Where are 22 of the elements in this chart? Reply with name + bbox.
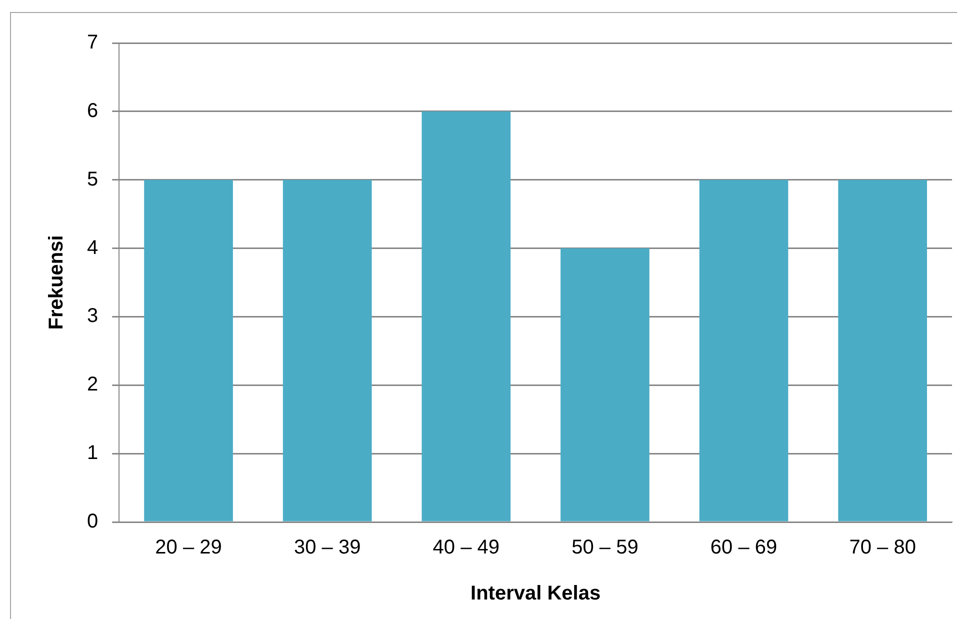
y-tick-label: 2 [87, 374, 98, 396]
x-tick-label: 70 – 80 [849, 536, 916, 559]
y-tick-label: 5 [87, 168, 98, 190]
y-tick-label: 6 [87, 100, 98, 122]
y-tick-label: 1 [87, 442, 98, 464]
bar [838, 180, 928, 522]
x-tick-label: 40 – 49 [432, 536, 500, 559]
x-tick-label: 50 – 59 [572, 536, 638, 559]
bar [422, 111, 511, 522]
bar [560, 248, 650, 522]
y-tick-label: 4 [87, 236, 98, 259]
bar [699, 180, 788, 522]
x-tick-label: 60 – 69 [710, 536, 778, 559]
y-tick-label: 3 [87, 305, 98, 328]
bar [144, 180, 233, 522]
x-tick-label: 20 – 29 [155, 536, 222, 559]
y-tick-label: 7 [87, 32, 98, 54]
y-tick-label: 0 [87, 510, 98, 533]
x-tick-label: 30 – 39 [294, 536, 361, 559]
y-axis-title: Frekuensi [46, 235, 68, 330]
bar [282, 180, 372, 522]
x-axis-title: Interval Kelas [470, 582, 601, 605]
